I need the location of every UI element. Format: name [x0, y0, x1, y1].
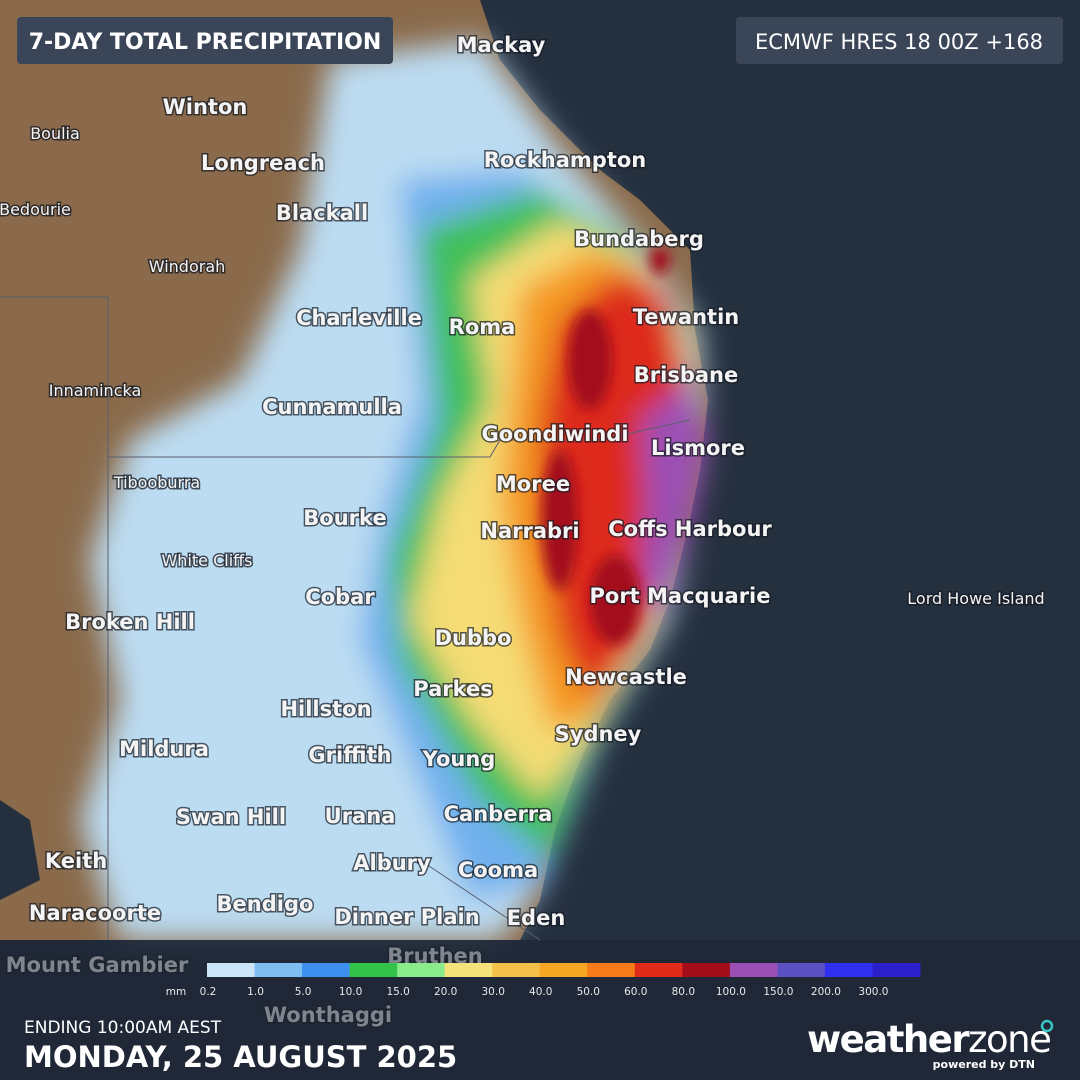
place: Wonthaggi — [264, 1003, 392, 1027]
legend-swatch — [207, 963, 256, 977]
legend-swatch — [587, 963, 636, 977]
legend-swatch — [302, 963, 351, 977]
legend-label: 10.0 — [339, 986, 362, 998]
legend-label: 50.0 — [577, 986, 600, 998]
legend-label: 0.2 — [200, 986, 217, 998]
legend: mm 0.2 1.0 5.0 10.0 15.0 20.0 30.0 40.0 50.0 60.0… — [166, 963, 921, 998]
model-box — [736, 17, 1063, 64]
rain-cores — [542, 246, 670, 645]
title-box — [17, 17, 393, 64]
place: Bendigo — [217, 892, 314, 916]
legend-label: 100.0 — [716, 986, 746, 998]
legend-label: 60.0 — [624, 986, 647, 998]
place: Winton — [163, 95, 248, 119]
legend-swatch — [777, 963, 826, 977]
place: Griffith — [308, 743, 391, 767]
legend-swatch — [444, 963, 493, 977]
legend-label: 1.0 — [247, 986, 264, 998]
place: Newcastle — [565, 665, 687, 689]
logo-part: weather — [807, 1018, 970, 1061]
legend-swatch — [539, 963, 588, 977]
place: Cobar — [305, 585, 375, 609]
place: Bedourie — [0, 200, 71, 219]
place: Goondiwindi — [481, 422, 628, 446]
model-label: ECMWF HRES 18 00Z +168 — [755, 30, 1043, 54]
place: Narrabri — [480, 519, 579, 543]
place: Parkes — [413, 677, 493, 701]
place: Lismore — [651, 436, 745, 460]
place: Keith — [45, 849, 107, 873]
date-text: MONDAY, 25 AUGUST 2025 — [24, 1040, 457, 1074]
place: Boulia — [30, 124, 80, 143]
place: Urana — [325, 804, 396, 828]
logo: weatherzone — [807, 1018, 1050, 1061]
powered-by: powered by DTN — [933, 1058, 1035, 1071]
place: Blackall — [276, 201, 368, 225]
place: Moree — [496, 472, 570, 496]
place: Windorah — [149, 257, 226, 276]
map-title: 7-DAY TOTAL PRECIPITATION — [29, 30, 382, 55]
place: Albury — [353, 851, 431, 875]
place: Mildura — [119, 737, 209, 761]
legend-swatch — [682, 963, 731, 977]
place: Sydney — [555, 722, 642, 746]
place: Dubbo — [435, 626, 512, 650]
place: Tibooburra — [113, 473, 200, 492]
place: Swan Hill — [176, 805, 286, 829]
place: Eden — [507, 906, 566, 930]
legend-label: 40.0 — [529, 986, 552, 998]
place: Rockhampton — [484, 148, 646, 172]
place: Innamincka — [49, 381, 142, 400]
place: Coffs Harbour — [608, 517, 772, 541]
legend-label: 80.0 — [672, 986, 695, 998]
place: Cunnamulla — [262, 395, 402, 419]
legend-label: 15.0 — [386, 986, 409, 998]
legend-unit: mm — [166, 986, 186, 998]
place: Mackay — [457, 33, 546, 57]
place: Cooma — [458, 858, 538, 882]
place: Port Macquarie — [590, 584, 771, 608]
place: Bundaberg — [574, 227, 704, 251]
place: Young — [422, 747, 496, 771]
ending-text: ENDING 10:00AM AEST — [24, 1018, 222, 1038]
place: Hillston — [280, 697, 371, 721]
logo-part: zone — [968, 1018, 1050, 1061]
legend-swatch — [872, 963, 921, 977]
legend-swatch — [349, 963, 398, 977]
place: Broken Hill — [65, 610, 195, 634]
place: Tewantin — [633, 305, 740, 329]
place: Dinner Plain — [334, 905, 479, 929]
legend-label: 5.0 — [295, 986, 312, 998]
state-borders — [0, 296, 691, 941]
legend-swatch — [492, 963, 541, 977]
place-labels: Mackay Winton Boulia Longreach Rockhampt… — [0, 32, 1046, 1029]
legend-label: 300.0 — [858, 986, 888, 998]
place: Brisbane — [634, 363, 738, 387]
place: Longreach — [201, 151, 325, 175]
place: Lord Howe Island — [907, 589, 1044, 608]
legend-swatch — [397, 963, 446, 977]
place: White Cliffs — [161, 551, 252, 570]
place: Bourke — [303, 506, 386, 530]
legend-label: 20.0 — [434, 986, 457, 998]
legend-swatch — [824, 963, 873, 977]
logo-dot — [1040, 1019, 1054, 1033]
legend-label: 30.0 — [482, 986, 505, 998]
place: Mount Gambier — [6, 953, 189, 977]
legend-swatch — [634, 963, 683, 977]
place: Charleville — [296, 306, 422, 330]
place: Canberra — [444, 802, 553, 826]
legend-swatch — [254, 963, 303, 977]
legend-swatch — [729, 963, 778, 977]
legend-label: 200.0 — [811, 986, 841, 998]
place: Roma — [449, 315, 516, 339]
place: Naracoorte — [29, 901, 161, 925]
legend-label: 150.0 — [763, 986, 793, 998]
